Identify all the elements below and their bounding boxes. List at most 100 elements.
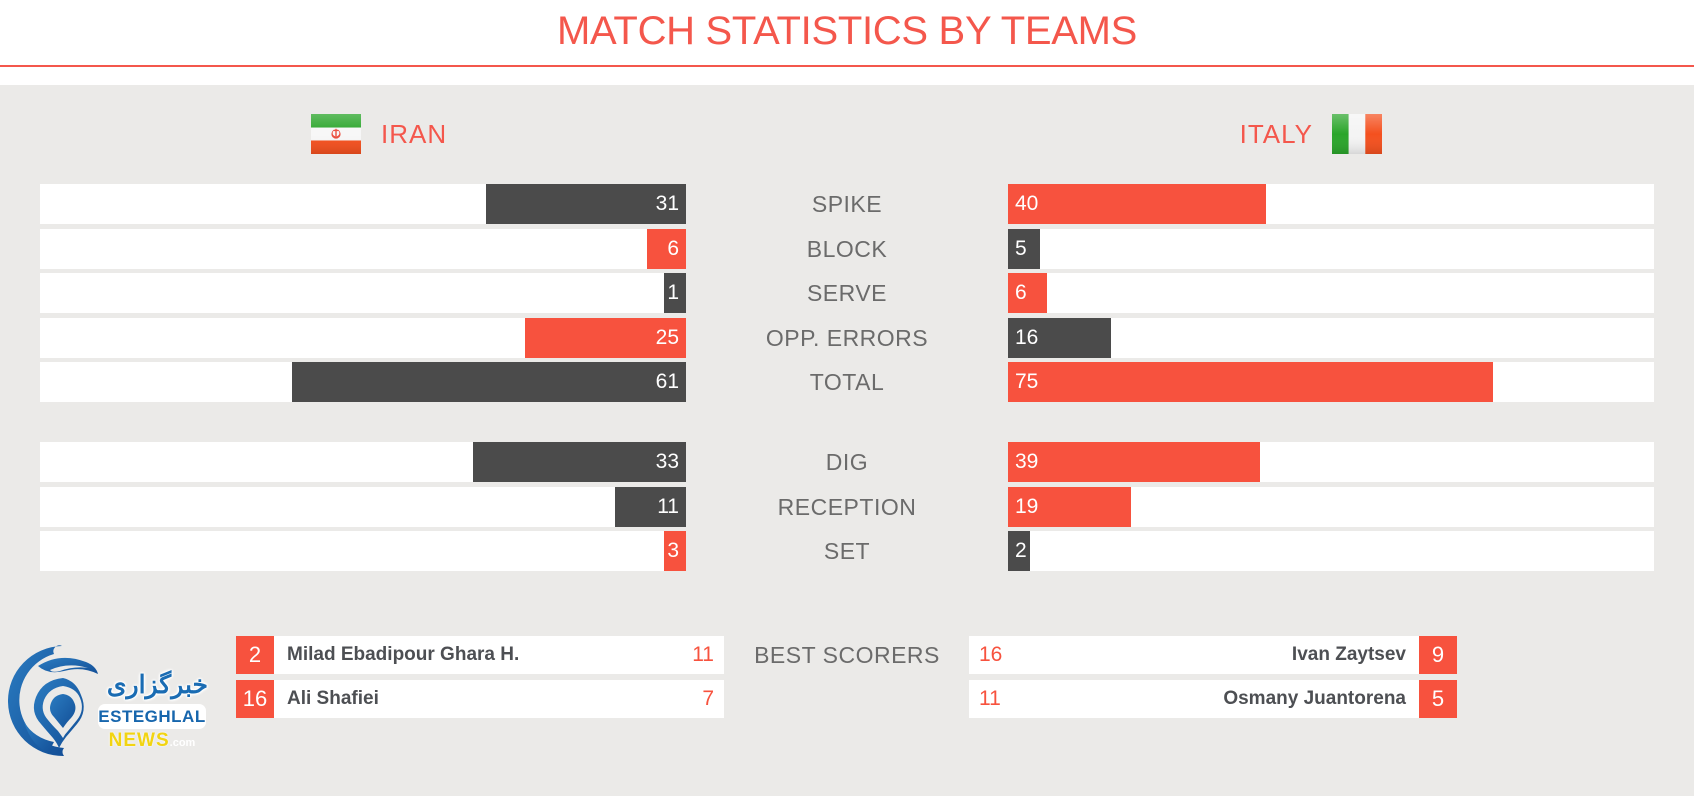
iran-bar-track: 33 xyxy=(40,442,686,482)
italy-value: 5 xyxy=(1015,236,1027,260)
iran-bar-track: 3 xyxy=(40,531,686,571)
stat-category-label: DIG xyxy=(825,449,869,475)
best-scorers-label: BEST SCORERS xyxy=(754,642,940,668)
italy-bar: 16 xyxy=(1008,317,1112,358)
iran-bar: 25 xyxy=(524,317,686,358)
iran-bar-track: 61 xyxy=(40,362,686,402)
scorer-points: 7 xyxy=(702,687,714,710)
best-scorer-row-italy: 16 Ivan Zaytsev 9 xyxy=(0,636,1694,674)
iran-value: 1 xyxy=(667,281,679,304)
iran-value: 31 xyxy=(655,192,679,215)
logo-news-word: NEWS xyxy=(108,730,170,751)
stat-row: 6 BLOCK 5 xyxy=(0,228,1694,269)
iran-value: 33 xyxy=(655,450,679,473)
stat-row: 1 SERVE 6 xyxy=(0,273,1694,313)
italy-bar: 40 xyxy=(1008,184,1267,224)
iran-bar: 3 xyxy=(664,531,686,571)
italy-value: 75 xyxy=(1015,370,1039,393)
italy-value: 16 xyxy=(1015,325,1039,349)
header: MATCH STATISTICS BY TEAMS xyxy=(0,0,1694,85)
iran-flag-icon xyxy=(311,114,361,154)
italy-flag-icon xyxy=(1332,114,1382,154)
iran-bar: 1 xyxy=(664,273,686,313)
iran-value: 11 xyxy=(657,494,679,518)
stat-category-label: BLOCK xyxy=(806,235,888,262)
iran-value: 25 xyxy=(655,325,679,349)
logo-esteghlal-text: ESTEGHLAL xyxy=(98,704,206,729)
jersey-number-box: 5 xyxy=(1419,680,1457,718)
italy-bar: 6 xyxy=(1008,273,1047,313)
italy-bar-track: 40 xyxy=(1008,184,1654,224)
iran-value: 3 xyxy=(667,539,679,562)
team-name-italy: ITALY xyxy=(1239,119,1313,149)
jersey-number-box: 2 xyxy=(236,636,274,674)
iran-bar-track: 11 xyxy=(40,486,686,527)
italy-bar: 5 xyxy=(1008,228,1041,269)
scorer-track: 16 Ivan Zaytsev xyxy=(969,636,1419,674)
italy-bar: 39 xyxy=(1008,442,1260,482)
scorer-name: Milad Ebadipour Ghara H. xyxy=(287,644,520,665)
italy-bar-track: 16 xyxy=(1008,317,1654,358)
logo-farsi-text: خبرگزاری xyxy=(106,671,208,699)
iran-value: 6 xyxy=(667,236,679,260)
italy-value: 39 xyxy=(1015,450,1039,473)
italy-value: 6 xyxy=(1015,281,1027,304)
italy-bar-track: 19 xyxy=(1008,486,1654,527)
scorer-track: 11 Osmany Juantorena xyxy=(969,680,1419,718)
logo-news-text: NEWS.com xyxy=(98,730,206,752)
scorer-track: Ali Shafiei 7 xyxy=(274,680,724,718)
italy-bar-track: 2 xyxy=(1008,531,1654,571)
scorer-name: Ivan Zaytsev xyxy=(1291,644,1406,665)
stat-row: 31 SPIKE 40 xyxy=(0,184,1694,224)
italy-value: 2 xyxy=(1015,539,1027,562)
iran-bar: 6 xyxy=(647,228,686,269)
best-scorer-row-italy: 11 Osmany Juantorena 5 xyxy=(0,680,1694,718)
italy-bar: 19 xyxy=(1008,486,1131,527)
stat-category-label: OPP. ERRORS xyxy=(765,324,929,351)
italy-value: 40 xyxy=(1015,192,1039,215)
jersey-number-box: 16 xyxy=(236,680,274,718)
scorer-points: 11 xyxy=(692,643,714,666)
scorer-name: Ali Shafiei xyxy=(287,688,379,709)
stat-category-label: SPIKE xyxy=(811,191,883,217)
italy-bar: 2 xyxy=(1008,531,1030,571)
best-scorer-row-iran: 2 Milad Ebadipour Ghara H. 11 xyxy=(0,636,1694,674)
iran-bar-track: 25 xyxy=(40,317,686,358)
logo-com-suffix: .com xyxy=(169,737,196,749)
stat-row: 33 DIG 39 xyxy=(0,442,1694,482)
italy-value: 19 xyxy=(1015,494,1039,518)
iran-bar: 31 xyxy=(485,184,686,224)
stat-category-label: RECEPTION xyxy=(777,493,917,520)
iran-bar-track: 31 xyxy=(40,184,686,224)
stat-row: 25 OPP. ERRORS 16 xyxy=(0,317,1694,358)
iran-bar: 61 xyxy=(291,362,686,402)
esteghlal-news-logo: خبرگزاری ESTEGHLAL NEWS.com xyxy=(8,636,238,776)
stat-row: 11 RECEPTION 19 xyxy=(0,486,1694,527)
italy-bar-track: 6 xyxy=(1008,273,1654,313)
stat-category-label: SET xyxy=(823,538,871,564)
iran-bar-track: 1 xyxy=(40,273,686,313)
italy-bar: 75 xyxy=(1008,362,1493,402)
best-scorer-row-iran: 16 Ali Shafiei 7 xyxy=(0,680,1694,718)
scorer-name: Osmany Juantorena xyxy=(1223,688,1406,709)
stat-category-label: TOTAL xyxy=(809,369,885,395)
iran-value: 61 xyxy=(655,370,679,393)
soccer-ball-icon xyxy=(8,645,98,757)
team-header-iran: IRAN xyxy=(311,114,447,154)
title-divider xyxy=(0,65,1694,67)
iran-bar-track: 6 xyxy=(40,228,686,269)
stat-row: 3 SET 2 xyxy=(0,531,1694,571)
page-title: MATCH STATISTICS BY TEAMS xyxy=(557,9,1137,53)
scorer-track: Milad Ebadipour Ghara H. 11 xyxy=(274,636,724,674)
jersey-number-box: 9 xyxy=(1419,636,1457,674)
team-header-italy: ITALY xyxy=(1240,114,1382,154)
italy-bar-track: 5 xyxy=(1008,228,1654,269)
iran-bar: 33 xyxy=(472,442,686,482)
stat-category-label: SERVE xyxy=(806,280,888,306)
scorer-points: 16 xyxy=(979,643,1003,666)
stat-row: 61 TOTAL 75 xyxy=(0,362,1694,402)
team-name-iran: IRAN xyxy=(381,119,448,149)
italy-bar-track: 75 xyxy=(1008,362,1654,402)
iran-bar: 11 xyxy=(614,486,686,527)
